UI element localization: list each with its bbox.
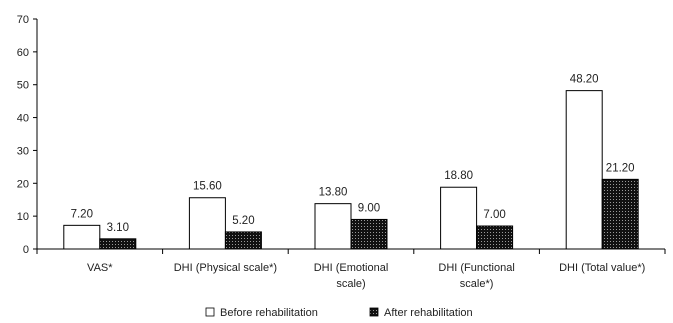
bar-after-rehabilitation [99, 238, 137, 250]
bars [63, 90, 639, 250]
data-labels: 7.20 3.10 15.60 5.20 13.80 9.00 18.80 7.00 48.20… [71, 74, 635, 234]
legend-swatch-after [369, 307, 379, 317]
x-axis: VAS* DHI (Physical scale*) DHI (Emotional s… [36, 248, 666, 290]
legend-label: Before rehabilitation [220, 307, 318, 319]
y-tick-label: 30 [17, 145, 29, 157]
bar-before-rehabilitation [440, 186, 478, 250]
y-tick-label: 60 [17, 47, 29, 59]
bar-before-rehabilitation [188, 197, 226, 250]
bar-after-rehabilitation [601, 178, 639, 250]
data-label: 21.20 [606, 162, 635, 174]
legend-label: After rehabilitation [384, 307, 473, 319]
legend-swatch-before [205, 307, 215, 317]
data-label: 13.80 [319, 187, 348, 199]
x-tick-label: DHI (Emotional [314, 262, 389, 274]
y-tick-label: 10 [17, 211, 29, 223]
x-tick-label: VAS* [87, 262, 113, 274]
x-tick-label: DHI (Functional [438, 262, 514, 274]
data-label: 9.00 [358, 202, 380, 214]
bar-before-rehabilitation [314, 203, 352, 250]
x-tick-label: scale*) [460, 278, 494, 290]
legend: Before rehabilitation After rehabilitatio… [205, 307, 473, 319]
y-axis: 0 10 20 30 40 50 60 70 [17, 14, 38, 256]
data-label: 15.60 [193, 181, 222, 193]
data-label: 7.20 [71, 208, 93, 220]
y-tick-label: 40 [17, 113, 29, 125]
data-label: 18.80 [444, 170, 473, 182]
bar-before-rehabilitation [565, 90, 603, 250]
x-tick-label: DHI (Total value*) [559, 262, 645, 274]
bar-after-rehabilitation [476, 225, 514, 250]
y-tick-label: 50 [17, 80, 29, 92]
data-label: 48.20 [570, 74, 599, 86]
y-tick-label: 20 [17, 178, 29, 190]
data-label: 3.10 [107, 222, 129, 234]
x-tick-label: DHI (Physical scale*) [174, 262, 277, 274]
y-tick-label: 0 [23, 244, 29, 256]
data-label: 5.20 [232, 215, 254, 227]
bar-before-rehabilitation [63, 224, 101, 250]
y-tick-label: 70 [17, 14, 29, 26]
bar-after-rehabilitation [350, 218, 388, 250]
bar-after-rehabilitation [224, 231, 262, 250]
data-label: 7.00 [483, 209, 505, 221]
x-tick-label: scale) [336, 278, 365, 290]
